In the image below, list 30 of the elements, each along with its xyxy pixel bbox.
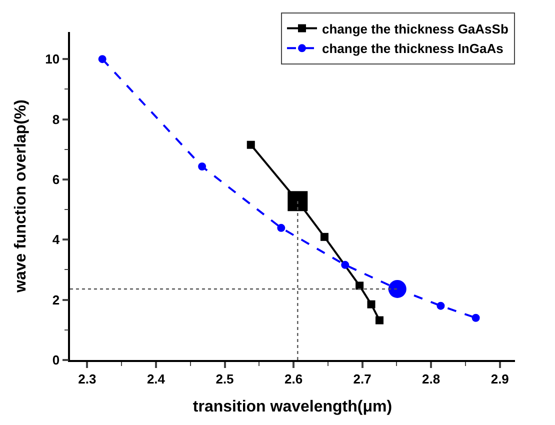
y-axis-title: wave function overlap(%) — [12, 100, 30, 294]
point — [388, 280, 406, 298]
y-tick-label: 10 — [45, 52, 60, 67]
point — [198, 162, 206, 171]
y-tick-label: 6 — [52, 172, 60, 187]
x-axis-title: transition wavelength(μm) — [192, 398, 392, 416]
point — [356, 282, 364, 290]
point — [246, 140, 255, 149]
x-tick-label: 2.5 — [216, 371, 234, 386]
y-tick-label: 2 — [52, 292, 60, 308]
point — [436, 302, 445, 310]
legend-label: change the thickness InGaAs — [322, 41, 504, 56]
point — [320, 232, 328, 241]
x-tick-label: 2.7 — [353, 371, 372, 386]
point — [376, 316, 384, 324]
y-tick-label: 8 — [52, 112, 60, 127]
point — [98, 55, 106, 64]
legend-label: change the thickness GaAsSb — [322, 21, 508, 36]
y-tick-label: 0 — [52, 352, 60, 368]
x-tick-label: 2.3 — [78, 371, 96, 386]
point — [288, 191, 308, 212]
point — [277, 224, 286, 232]
point — [367, 300, 376, 308]
y-tick-label: 4 — [52, 232, 60, 248]
x-tick-label: 2.4 — [146, 371, 166, 386]
x-tick-label: 2.9 — [490, 371, 509, 386]
point — [341, 260, 350, 269]
x-tick-label: 2.8 — [422, 371, 440, 386]
x-tick-label: 2.6 — [284, 371, 303, 386]
point — [472, 314, 480, 322]
